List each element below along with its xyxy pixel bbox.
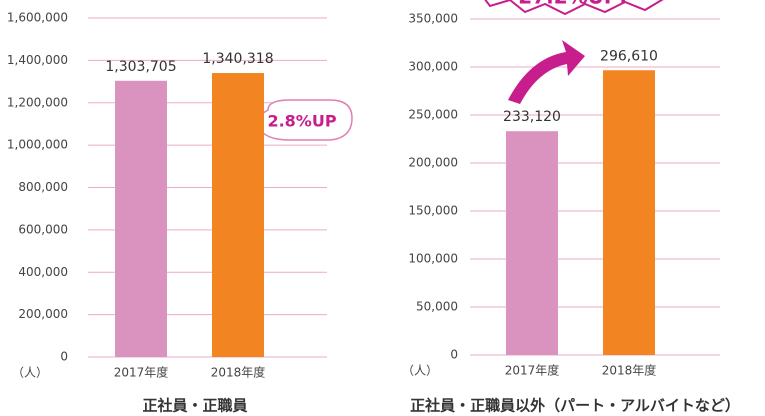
y-tick-label: 1,200,000	[7, 95, 68, 109]
x-tick-label: 2017年度	[114, 365, 169, 380]
bar	[603, 70, 655, 356]
starburst	[484, 0, 664, 16]
data-label: 1,303,705	[105, 59, 176, 75]
y-tick-label: 350,000	[408, 12, 458, 26]
x-tick-label: 2018年度	[211, 365, 266, 380]
y-tick-label: 600,000	[18, 222, 68, 236]
y-tick-label: 1,600,000	[7, 11, 68, 25]
data-label: 233,120	[503, 109, 561, 125]
arrow	[508, 40, 585, 104]
x-tick-label: 2018年度	[602, 363, 657, 378]
y-tick-label: 800,000	[18, 180, 68, 194]
bar	[115, 80, 167, 358]
y-tick-label: 150,000	[408, 204, 458, 218]
y-tick-label: 0	[60, 350, 68, 364]
chart-title: 正社員・正職員	[142, 397, 247, 415]
y-tick-label: 0	[450, 348, 458, 362]
data-label: 296,610	[600, 48, 658, 64]
y-tick-label: 300,000	[408, 60, 458, 74]
chart-title: 正社員・正職員以外（パート・アルバイトなど）	[410, 397, 740, 415]
annotation: 27.2%UP!	[518, 0, 627, 9]
y-tick-label: 50,000	[416, 300, 458, 314]
x-tick-label: 2017年度	[505, 363, 560, 378]
y-tick-label: 200,000	[18, 307, 68, 321]
y-tick-label: 100,000	[408, 252, 458, 266]
y-tick-label: 1,400,000	[7, 53, 68, 67]
annotation: 2.8%UP	[267, 112, 336, 131]
unit-label: （人）	[12, 366, 48, 380]
y-tick-label: 200,000	[408, 156, 458, 170]
y-tick-label: 1,000,000	[7, 138, 68, 152]
bar	[212, 73, 264, 357]
unit-label: （人）	[402, 364, 438, 378]
data-label: 1,340,318	[202, 51, 273, 67]
y-tick-label: 400,000	[18, 265, 68, 279]
y-tick-label: 250,000	[408, 108, 458, 122]
bar	[506, 131, 558, 355]
